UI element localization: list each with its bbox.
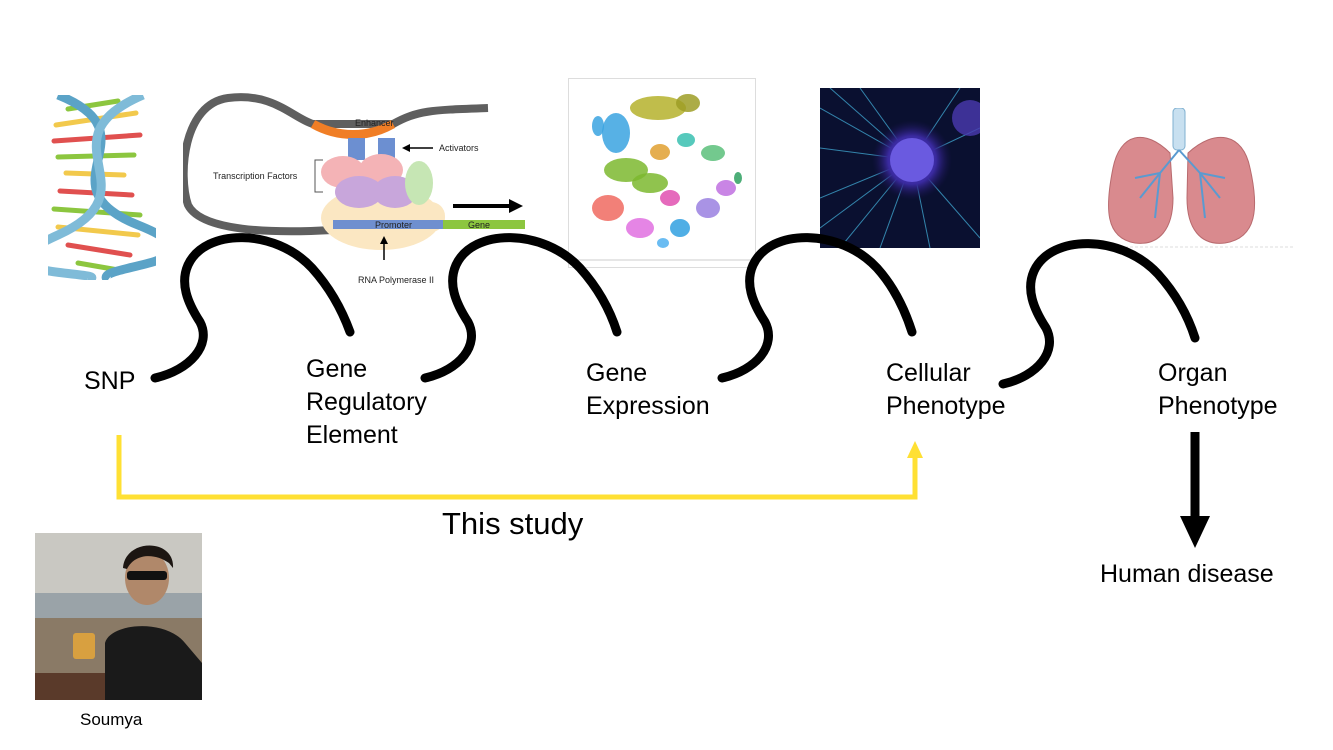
person-caption: Soumya	[80, 710, 143, 729]
stage-label-organ-phenotype: Organ Phenotype	[1158, 359, 1278, 420]
connector-regulatory-to-expression	[420, 233, 622, 383]
lungs-image	[1065, 108, 1293, 248]
rna-polymerase-label: RNA Polymerase II	[358, 275, 434, 285]
promoter-label: Promoter	[375, 220, 412, 230]
gene-label: Gene	[468, 220, 490, 230]
connector-snp-to-regulatory	[150, 233, 355, 383]
enhancer-label: Enhancer	[355, 118, 394, 128]
gene-regulation-diagram: Enhancer Activators Transcription Factor…	[183, 93, 525, 285]
activators-label: Activators	[439, 143, 479, 153]
human-disease-label: Human disease	[1100, 560, 1274, 588]
study-arrow	[116, 435, 918, 500]
this-study-label: This study	[442, 506, 584, 541]
person-photo	[35, 533, 202, 700]
connector-cellular-to-organ	[998, 239, 1200, 389]
tsne-cluster-plot-image	[568, 78, 756, 268]
stage-label-gene-expression: Gene Expression	[586, 359, 710, 420]
dna-helix-image	[48, 95, 156, 280]
stage-label-gene-regulatory-element: Gene Regulatory Element	[306, 355, 427, 449]
disease-arrow-head	[1180, 516, 1210, 548]
stage-label-snp: SNP	[84, 367, 136, 395]
stage-label-cellular-phenotype: Cellular Phenotype	[886, 359, 1006, 420]
fluorescent-cell-image	[820, 88, 980, 248]
study-arrow-head	[907, 441, 923, 458]
transcription-factors-label: Transcription Factors	[213, 171, 298, 181]
connector-expression-to-cellular	[717, 233, 917, 383]
